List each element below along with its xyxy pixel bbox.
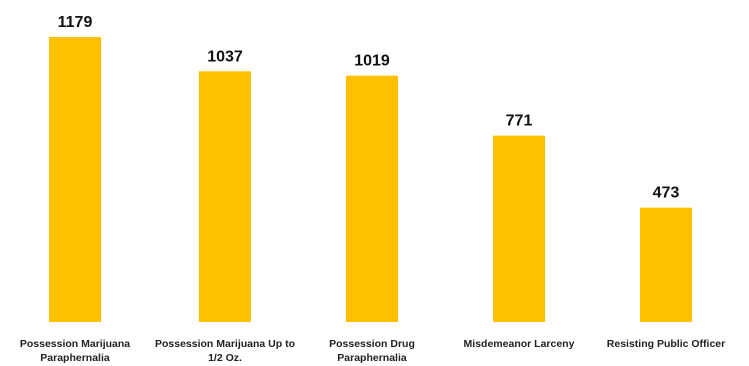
value-label-1: 1037 xyxy=(207,48,243,65)
value-label-0: 1179 xyxy=(58,14,93,31)
category-label-4: Resisting Public Officer xyxy=(606,338,726,350)
bar-2 xyxy=(346,75,398,322)
category-label-1: Possession Marijuana Up to 1/2 Oz. xyxy=(154,338,296,364)
bar-1 xyxy=(199,71,251,322)
category-label-0: Possession Marijuana Paraphernalia xyxy=(19,338,131,364)
value-label-4: 473 xyxy=(653,185,680,202)
bar-0 xyxy=(49,37,101,322)
bar-4 xyxy=(640,207,692,322)
value-label-3: 771 xyxy=(506,113,533,130)
value-label-2: 1019 xyxy=(354,53,390,70)
category-label-3: Misdemeanor Larceny xyxy=(463,338,575,350)
value-labels-group: 1179 1037 1019 771 473 xyxy=(58,14,680,202)
bar-3 xyxy=(493,135,545,322)
bars-group xyxy=(49,37,692,322)
category-label-2: Possession Drug Paraphernalia xyxy=(329,338,415,364)
